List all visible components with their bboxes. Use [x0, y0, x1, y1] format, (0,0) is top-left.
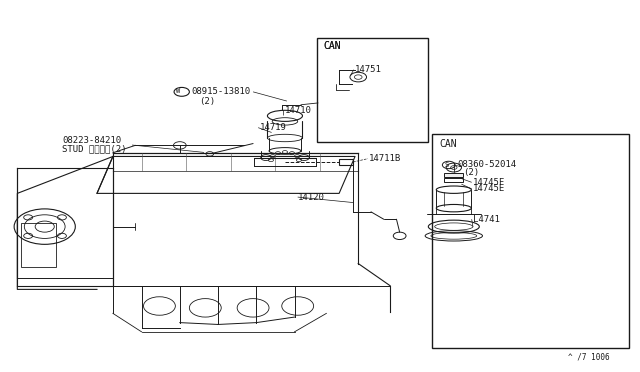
Text: 14719: 14719	[259, 123, 286, 132]
Text: L4741: L4741	[473, 215, 500, 224]
Text: 08915-13810: 08915-13810	[191, 87, 250, 96]
Text: W: W	[177, 89, 180, 94]
Bar	[444, 178, 463, 182]
Bar	[317, 38, 428, 142]
Text: 14751: 14751	[355, 65, 382, 74]
Text: 14711B: 14711B	[369, 154, 401, 163]
Text: 08360-52014: 08360-52014	[458, 160, 516, 170]
Text: CAN: CAN	[439, 138, 457, 148]
Text: ^ /7 1006: ^ /7 1006	[568, 352, 610, 361]
Text: 14745F: 14745F	[473, 178, 505, 187]
Text: S: S	[444, 161, 448, 167]
Text: STUD スタッド(2): STUD スタッド(2)	[62, 145, 127, 154]
Text: 14745E: 14745E	[473, 185, 505, 193]
Bar	[444, 173, 463, 177]
Bar	[339, 159, 353, 165]
Text: CAN: CAN	[323, 41, 341, 51]
Text: 14120: 14120	[298, 193, 325, 202]
Bar	[431, 134, 629, 349]
Text: (2): (2)	[463, 168, 479, 177]
Text: (2): (2)	[199, 97, 215, 106]
Bar	[20, 223, 56, 267]
Text: CAN: CAN	[323, 41, 341, 51]
Text: 08223-84210: 08223-84210	[62, 137, 121, 145]
Text: 14710: 14710	[285, 106, 312, 115]
